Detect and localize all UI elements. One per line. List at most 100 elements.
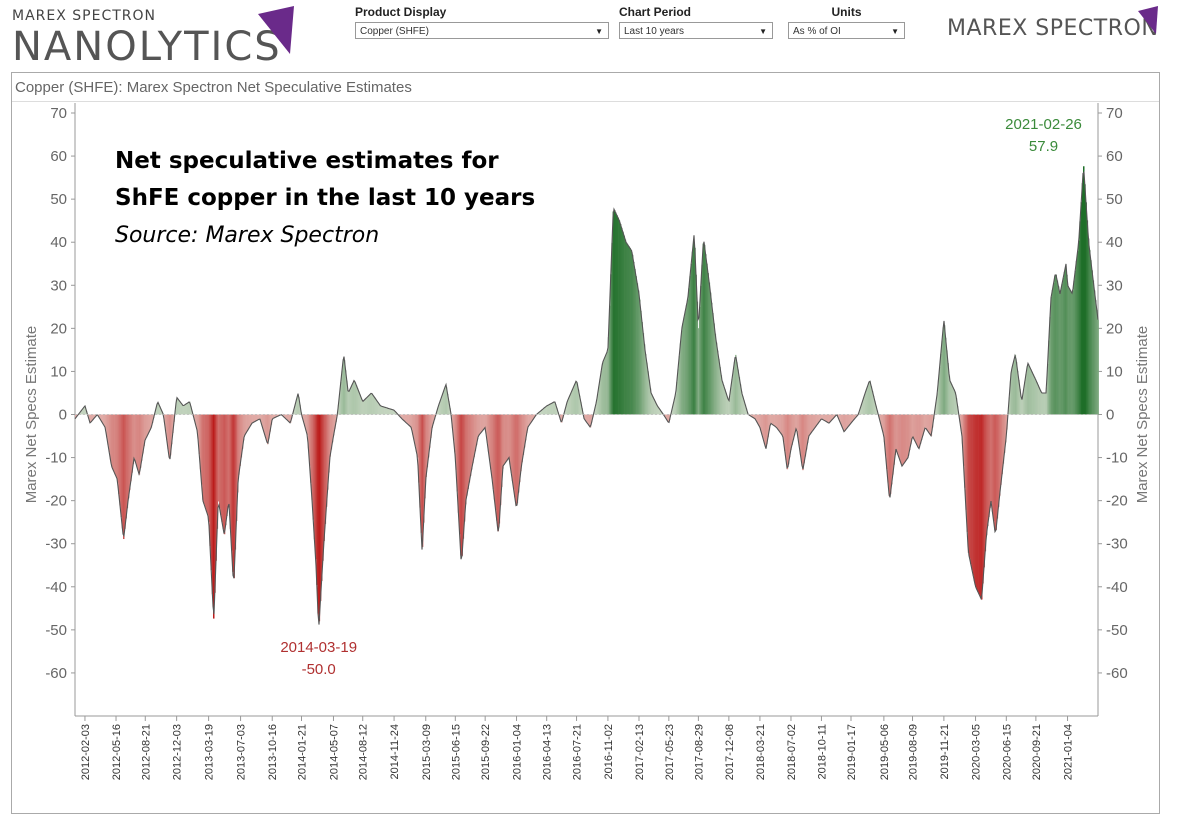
x-tick-label: 2019-01-17 <box>846 724 858 780</box>
area-bar-short <box>276 414 279 417</box>
area-bar-short <box>481 414 484 431</box>
area-bar-short <box>1000 414 1002 485</box>
area-bar-short <box>1002 414 1005 464</box>
y-tick-label-right: 40 <box>1106 234 1123 251</box>
product-display-select[interactable]: Copper (SHFE) ▼ <box>355 22 609 39</box>
area-bar-long <box>393 410 395 415</box>
area-bar-short <box>489 414 491 461</box>
area-bar-short <box>504 414 507 463</box>
area-bar-short <box>973 414 976 582</box>
area-bar-long <box>1067 286 1069 415</box>
area-bar-long <box>718 358 720 415</box>
area-bar-short <box>978 414 981 595</box>
area-bar-long <box>1097 319 1099 415</box>
area-bar-short <box>845 414 847 430</box>
area-bar-long <box>873 395 875 415</box>
area-bar-short <box>795 414 797 431</box>
area-bar-long <box>437 407 439 415</box>
area-bar-short <box>793 414 796 436</box>
area-bar-short <box>666 414 669 421</box>
area-bar-long <box>675 393 677 415</box>
area-bar-short <box>205 414 208 512</box>
area-bar-short <box>421 414 424 547</box>
area-bar-short <box>252 414 255 423</box>
area-bar-long <box>359 394 361 415</box>
area-bar-long <box>544 407 546 415</box>
area-bar-short <box>910 414 912 445</box>
area-bar-long <box>738 376 741 415</box>
area-bar-short <box>148 414 150 433</box>
area-bar-long <box>1036 382 1038 415</box>
area-bar-short <box>304 414 306 427</box>
area-bar-short <box>462 414 465 539</box>
area-bar-short <box>807 414 809 443</box>
area-bar-long <box>678 356 681 415</box>
area-bar-long <box>184 404 186 415</box>
area-bar-long <box>937 380 940 415</box>
area-bar-short <box>777 414 779 429</box>
area-bar-long <box>695 274 697 415</box>
y-tick-label-right: -40 <box>1106 579 1128 596</box>
area-bar-short <box>249 414 251 428</box>
area-bar-short <box>879 414 881 420</box>
area-bar-short <box>967 414 970 553</box>
area-bar-short <box>790 414 792 451</box>
area-bar-short <box>966 414 969 532</box>
area-bar-short <box>327 414 329 490</box>
area-bar-long <box>575 381 577 415</box>
x-tick-label: 2012-05-16 <box>111 724 123 780</box>
x-tick-label: 2020-09-21 <box>1031 724 1043 780</box>
area-bar-long <box>382 406 384 415</box>
area-bar-long <box>646 362 648 415</box>
area-bar-long <box>391 409 394 415</box>
area-bar-short <box>981 414 983 600</box>
area-bar-short <box>169 414 172 456</box>
area-bar-short <box>886 414 888 470</box>
area-bar-long <box>659 409 661 415</box>
area-bar-long <box>623 235 625 415</box>
area-bar-short <box>141 414 143 461</box>
area-bar-long <box>442 393 444 415</box>
area-bar-long <box>299 404 301 415</box>
area-bar-short <box>137 414 139 471</box>
area-bar-short <box>251 414 253 424</box>
area-bar-short <box>220 414 222 516</box>
area-bar-long <box>347 390 349 415</box>
area-bar-long <box>340 381 342 415</box>
units-select[interactable]: As % of OI ▼ <box>788 22 905 39</box>
area-bar-long <box>652 396 654 415</box>
area-bar-short <box>288 414 291 423</box>
area-bar-short <box>408 414 411 426</box>
area-bar-long <box>871 391 874 415</box>
area-bar-short <box>307 414 310 449</box>
area-bar-short <box>478 414 480 436</box>
area-bar-long <box>719 367 721 415</box>
area-bar-long <box>643 344 646 415</box>
area-bar-short <box>97 414 100 417</box>
area-bar-long <box>371 393 373 415</box>
area-bar-short <box>400 414 402 418</box>
area-bar-short <box>511 414 514 481</box>
area-bar-short <box>475 414 478 446</box>
area-bar-long <box>615 212 617 415</box>
area-bar-short <box>585 414 587 421</box>
area-bar-long <box>715 342 718 415</box>
area-bar-short <box>267 414 269 445</box>
x-tick-label: 2015-06-15 <box>450 724 462 780</box>
area-bar-long <box>1019 388 1021 415</box>
area-bar-long <box>186 403 189 415</box>
area-bar-short <box>498 414 501 524</box>
area-bar-long <box>361 400 364 415</box>
area-bar-short <box>838 414 840 420</box>
y-tick-label: -50 <box>45 622 67 639</box>
area-bar-long <box>634 269 636 415</box>
area-bar-short <box>196 414 198 430</box>
area-bar-long <box>1039 390 1042 415</box>
area-bar-long <box>709 292 712 415</box>
area-bar-long <box>580 401 582 415</box>
x-tick-label: 2014-05-07 <box>328 724 340 780</box>
area-bar-long <box>708 282 711 415</box>
area-bar-long <box>642 333 645 415</box>
area-bar-long <box>1041 392 1043 415</box>
chart-period-select[interactable]: Last 10 years ▼ <box>619 22 773 39</box>
